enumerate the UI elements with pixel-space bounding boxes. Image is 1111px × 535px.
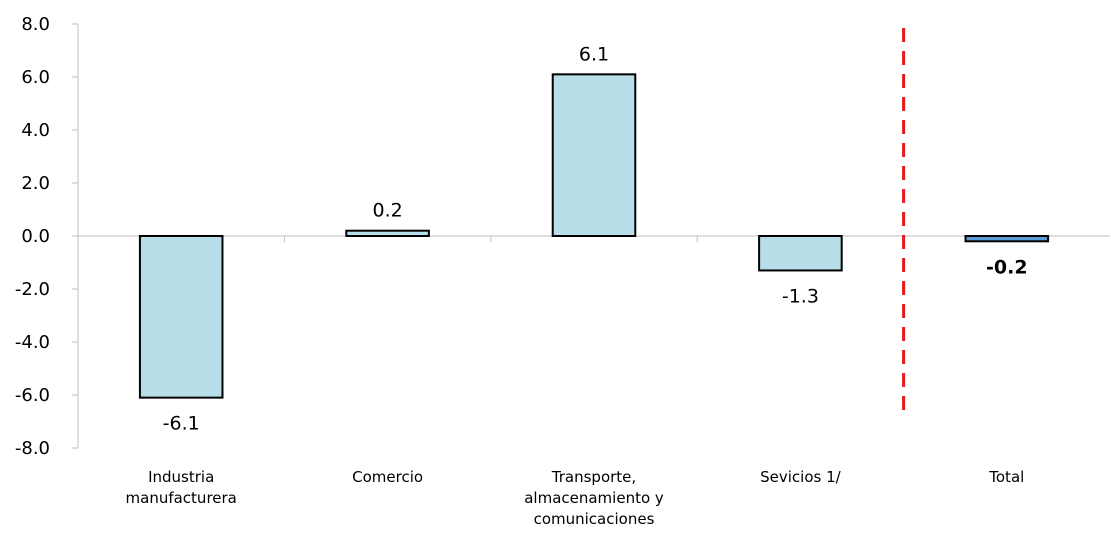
data-label: -0.2 <box>986 256 1028 278</box>
y-tick-label: 0.0 <box>21 226 50 247</box>
category-label: Total <box>988 468 1024 486</box>
bar <box>551 73 637 237</box>
bar <box>138 235 224 399</box>
y-tick-label: -8.0 <box>15 438 50 459</box>
category-label: Sevicios 1/ <box>760 468 842 486</box>
category-label: almacenamiento y <box>524 489 664 507</box>
y-tick-label: -4.0 <box>15 332 50 353</box>
bars <box>138 73 1050 399</box>
category-label: manufacturera <box>126 489 237 507</box>
data-label: 0.2 <box>372 200 402 222</box>
category-label: comunicaciones <box>534 510 655 528</box>
y-axis: 8.0 6.0 4.0 2.0 0.0 -2.0 -4.0 -6.0 -8.0 <box>15 14 79 459</box>
data-label: 6.1 <box>579 43 609 65</box>
y-tick-label: 4.0 <box>21 120 50 141</box>
data-label: -1.3 <box>782 285 819 307</box>
y-tick-label: -6.0 <box>15 385 50 406</box>
category-label: Industria <box>148 468 214 486</box>
category-label: Comercio <box>352 468 423 486</box>
y-tick-label: 8.0 <box>21 14 50 35</box>
y-tick-label: 2.0 <box>21 173 50 194</box>
bar <box>758 235 843 272</box>
y-tick-label: 6.0 <box>21 67 50 88</box>
bar <box>345 229 430 237</box>
category-label: Transporte, <box>551 468 636 486</box>
category-labels: Industria manufacturera Comercio Transporte… <box>126 468 1025 528</box>
bar <box>964 235 1050 243</box>
data-labels: -6.1 0.2 6.1 -1.3 -0.2 <box>163 43 1028 434</box>
data-label: -6.1 <box>163 413 200 435</box>
y-tick-label: -2.0 <box>15 279 50 300</box>
